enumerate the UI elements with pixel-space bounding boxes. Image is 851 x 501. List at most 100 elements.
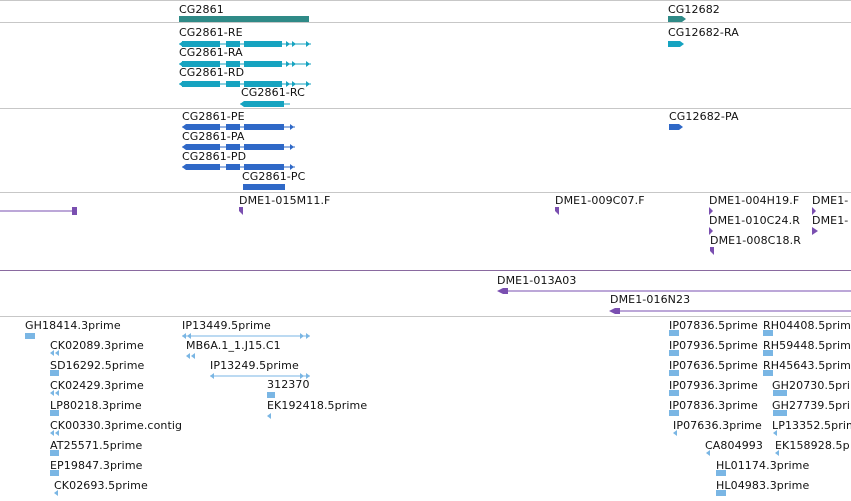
bac-label-013a03[interactable]: DME1-013A03	[497, 274, 577, 287]
clone-010c24-marker[interactable]	[709, 227, 713, 235]
transcript-label-cg12682-ra[interactable]: CG12682-RA	[668, 26, 739, 39]
clone-009c07-marker[interactable]	[555, 207, 559, 215]
est-ek158928-marker[interactable]	[775, 450, 779, 456]
protein-label-cg2861-pe[interactable]: CG2861-PE	[182, 110, 245, 123]
clone-008c18-marker[interactable]	[710, 247, 714, 255]
est-label-ck02693[interactable]: CK02693.5prime	[54, 479, 148, 492]
est-ck00330-marker[interactable]	[50, 430, 54, 436]
protein-label-cg12682-pa[interactable]: CG12682-PA	[669, 110, 739, 123]
est-label-gh27739[interactable]: GH27739.5prim	[772, 399, 851, 412]
est-label-lp13352[interactable]: LP13352.5prim	[772, 419, 851, 432]
clone-label-004h19[interactable]: DME1-004H19.F	[709, 194, 800, 207]
est-label-ck00330[interactable]: CK00330.3prime.contig	[50, 419, 183, 432]
transcript-label-cg2861-rc[interactable]: CG2861-RC	[241, 86, 305, 99]
est-rh45643-marker[interactable]	[763, 370, 773, 376]
est-ip07636-3-marker[interactable]	[673, 430, 677, 436]
transcript-cg2861-ra-glyph[interactable]	[179, 61, 311, 67]
est-label-sd16292[interactable]: SD16292.5prime	[50, 359, 145, 372]
protein-label-cg2861-pd[interactable]: CG2861-PD	[182, 150, 247, 163]
est-gh27739-marker[interactable]	[773, 410, 787, 416]
est-label-lp80218[interactable]: LP80218.3prime	[50, 399, 142, 412]
est-label-hl01174[interactable]: HL01174.3prime	[716, 459, 810, 472]
est-rh59448-marker[interactable]	[763, 350, 773, 356]
est-label-ip07636-5[interactable]: IP07636.5prime	[669, 359, 758, 372]
clone-right2-marker[interactable]	[812, 227, 818, 235]
est-label-hl04983[interactable]: HL04983.3prime	[716, 479, 810, 492]
est-label-rh45643[interactable]: RH45643.5prim	[763, 359, 851, 372]
est-rh04408-marker[interactable]	[763, 330, 773, 336]
est-lp80218-marker[interactable]	[50, 410, 59, 416]
est-label-rh59448[interactable]: RH59448.5prim	[763, 339, 851, 352]
protein-cg2861-pd-glyph[interactable]	[182, 164, 295, 170]
protein-cg2861-pc-glyph[interactable]	[243, 184, 285, 190]
transcript-label-cg2861-re[interactable]: CG2861-RE	[179, 26, 243, 39]
est-label-ip07836-3[interactable]: IP07836.3prime	[669, 399, 758, 412]
bac-013a03-glyph[interactable]	[497, 288, 851, 294]
est-ep19847-marker[interactable]	[50, 470, 59, 476]
clone-label-015m11[interactable]: DME1-015M11.F	[239, 194, 331, 207]
est-ip07836-3-marker[interactable]	[669, 410, 679, 416]
est-312370-marker[interactable]	[267, 392, 275, 398]
gene-cg2861-bar[interactable]	[179, 16, 309, 22]
est-label-ck02429[interactable]: CK02429.3prime	[50, 379, 144, 392]
est-label-gh18414[interactable]: GH18414.3prime	[25, 319, 121, 332]
clone-label-010c24[interactable]: DME1-010C24.R	[709, 214, 800, 227]
protein-label-cg2861-pc[interactable]: CG2861-PC	[242, 170, 306, 183]
est-label-ip07936-5[interactable]: IP07936.5prime	[669, 339, 758, 352]
est-label-ip13249[interactable]: IP13249.5prime	[210, 359, 299, 372]
est-label-ep19847[interactable]: EP19847.3prime	[50, 459, 143, 472]
transcript-label-cg2861-ra[interactable]: CG2861-RA	[179, 46, 243, 59]
est-label-ip07936-3[interactable]: IP07936.3prime	[669, 379, 758, 392]
clone-right1-marker[interactable]	[812, 207, 816, 215]
est-label-ca804993[interactable]: CA804993	[705, 439, 763, 452]
protein-label-cg2861-pa[interactable]: CG2861-PA	[182, 130, 245, 143]
gene-label-cg2861[interactable]: CG2861	[179, 3, 224, 16]
est-label-ek158928[interactable]: EK158928.5p	[775, 439, 850, 452]
transcript-cg2861-rd-glyph[interactable]	[179, 81, 311, 87]
gene-cg12682-bar[interactable]	[668, 16, 682, 22]
est-ck02089-marker[interactable]	[50, 350, 54, 356]
est-lp13352-marker[interactable]	[773, 430, 777, 436]
protein-cg12682-pa-glyph[interactable]	[669, 124, 683, 130]
est-label-ip07636-3[interactable]: IP07636.3prime	[673, 419, 762, 432]
bac-016n23-glyph[interactable]	[609, 308, 851, 314]
est-hl01174-marker[interactable]	[716, 470, 726, 476]
bac-label-016n23[interactable]: DME1-016N23	[610, 293, 691, 306]
clone-015m11-marker[interactable]	[239, 207, 243, 215]
clone-label-right2[interactable]: DME1-	[812, 214, 849, 227]
est-at25571-marker[interactable]	[50, 450, 59, 456]
est-ip07936-3-marker[interactable]	[669, 390, 679, 396]
est-label-ip13449[interactable]: IP13449.5prime	[182, 319, 271, 332]
est-gh20730-marker[interactable]	[773, 390, 787, 396]
clone-004h19-marker[interactable]	[709, 207, 713, 215]
est-label-ek192418[interactable]: EK192418.5prime	[267, 399, 368, 412]
est-ip13249-glyph[interactable]	[210, 373, 310, 379]
transcript-cg2861-rc-glyph[interactable]	[240, 101, 290, 107]
protein-cg2861-pe-glyph[interactable]	[182, 124, 295, 130]
clone-label-008c18[interactable]: DME1-008C18.R	[710, 234, 801, 247]
clone-label-right1[interactable]: DME1-	[812, 194, 849, 207]
est-label-rh04408[interactable]: RH04408.5prim	[763, 319, 851, 332]
est-hl04983-marker[interactable]	[716, 490, 726, 496]
gene-label-cg12682[interactable]: CG12682	[668, 3, 720, 16]
transcript-cg12682-ra-glyph[interactable]	[668, 41, 684, 47]
est-label-gh20730[interactable]: GH20730.5prim	[772, 379, 851, 392]
est-mb6a-marker[interactable]	[186, 353, 190, 359]
est-ck02429-marker[interactable]	[50, 390, 54, 396]
transcript-label-cg2861-rd[interactable]: CG2861-RD	[179, 66, 245, 79]
est-label-312370[interactable]: 312370	[267, 378, 310, 391]
est-ip13449-glyph[interactable]	[182, 333, 310, 339]
est-ca804993-marker[interactable]	[706, 450, 710, 456]
protein-cg2861-pa-glyph[interactable]	[182, 144, 295, 150]
transcript-cg2861-re-glyph[interactable]	[179, 41, 311, 47]
est-label-at25571[interactable]: AT25571.5prime	[50, 439, 143, 452]
est-gh18414-marker[interactable]	[25, 333, 35, 339]
est-label-mb6a[interactable]: MB6A.1_1.J15.C1	[186, 339, 281, 352]
est-sd16292-marker[interactable]	[50, 370, 59, 376]
est-ek192418-marker[interactable]	[267, 413, 271, 419]
est-ck02693-marker[interactable]	[54, 490, 58, 496]
est-ip07936-5-marker[interactable]	[669, 350, 679, 356]
est-label-ip07836-5[interactable]: IP07836.5prime	[669, 319, 758, 332]
est-ip07836-5-marker[interactable]	[669, 330, 679, 336]
clone-left-offscreen-glyph[interactable]	[0, 207, 77, 215]
